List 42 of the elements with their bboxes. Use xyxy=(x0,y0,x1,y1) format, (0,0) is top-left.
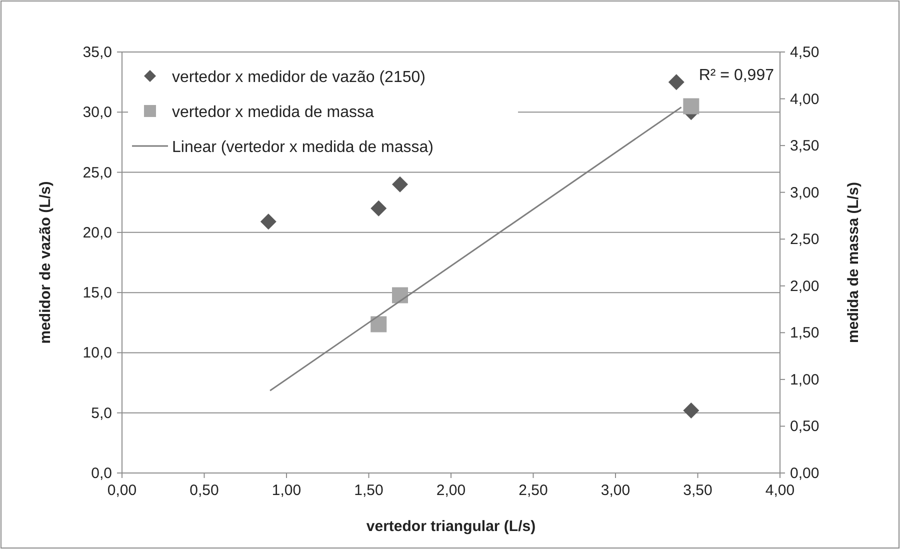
point xyxy=(260,214,276,230)
x-tick-label: 1,50 xyxy=(354,482,384,499)
point xyxy=(683,402,700,418)
x-tick-label: 3,00 xyxy=(600,482,630,499)
point xyxy=(392,287,408,304)
point xyxy=(668,74,684,90)
y2-tick-label: 3,00 xyxy=(790,184,820,202)
x-tick-label: 0,00 xyxy=(107,482,137,499)
y2-tick-label: 3,50 xyxy=(790,138,820,155)
y-tick-label: 25,0 xyxy=(82,164,112,182)
y2-tick-label: 1,00 xyxy=(790,371,820,388)
y-tick-label: 0,0 xyxy=(91,465,112,482)
legend-label: Linear (vertedor x medida de massa) xyxy=(172,139,434,156)
y2-tick-label: 4,00 xyxy=(790,90,820,108)
y-tick-label: 20,0 xyxy=(82,224,112,242)
legend-label: vertedor x medida de massa xyxy=(172,104,374,121)
x-tick-label: 4,00 xyxy=(765,482,795,499)
y2-tick-label: 2,00 xyxy=(790,278,820,295)
y2-axis-title: medida de massa (L/s) xyxy=(845,182,862,343)
x-tick-label: 2,50 xyxy=(518,482,548,499)
y-tick-label: 35,0 xyxy=(82,44,112,61)
y-tick-label: 15,0 xyxy=(82,284,112,302)
y-tick-label: 10,0 xyxy=(82,344,112,362)
x-tick-label: 0,50 xyxy=(190,482,219,499)
point xyxy=(370,316,387,332)
point xyxy=(683,98,700,114)
point xyxy=(392,176,408,192)
annotation: R² = 0,997 xyxy=(698,67,774,84)
y-tick-label: 30,0 xyxy=(82,104,112,122)
x-tick-label: 1,00 xyxy=(272,482,302,499)
y2-tick-label: 4,50 xyxy=(790,44,820,61)
point xyxy=(370,200,387,216)
y2-tick-label: 2,50 xyxy=(790,231,820,248)
y2-tick-label: 0,00 xyxy=(790,465,820,482)
legend-label: vertedor x medidor de vazão (2150) xyxy=(172,69,426,86)
y2-tick-label: 0,50 xyxy=(790,418,820,436)
x-tick-label: 2,00 xyxy=(436,482,466,499)
y-axis-title: medidor de vazão (L/s) xyxy=(37,181,54,344)
x-tick-label: 3,50 xyxy=(683,482,712,499)
y-tick-label: 5,0 xyxy=(91,404,112,422)
y2-tick-label: 1,50 xyxy=(790,324,820,342)
x-axis-title: vertedor triangular (L/s) xyxy=(366,518,536,535)
